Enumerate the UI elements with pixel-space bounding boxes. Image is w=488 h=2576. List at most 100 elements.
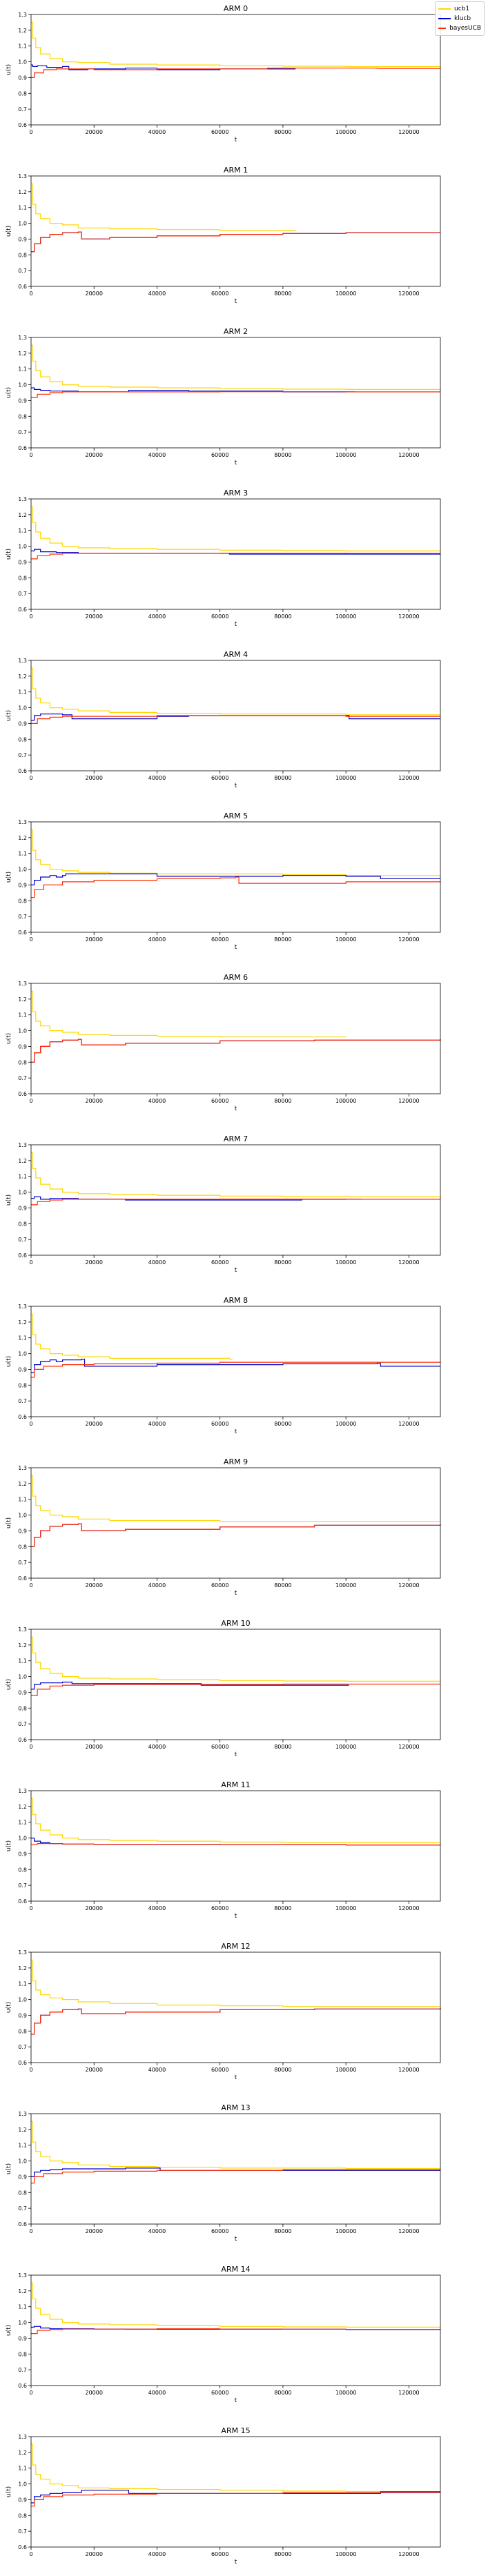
arm6-plot-frame (30, 983, 441, 1094)
arm15-ytick-label: 0.8 (18, 2513, 27, 2519)
arm12-plot-frame (30, 1951, 441, 2063)
arm5-series-ucb1 (31, 829, 440, 876)
arm14-xtick-label: 40000 (148, 2390, 166, 2396)
arm0-ytick-label: 0.6 (18, 122, 27, 128)
arm10-xtick-label: 40000 (148, 1744, 166, 1750)
arm0-xtick-label: 20000 (86, 129, 103, 135)
arm7-xtick-label: 40000 (148, 1259, 166, 1266)
arm11-title: ARM 11 (221, 1780, 250, 1789)
arm9-xtick-label: 0 (29, 1582, 32, 1589)
arm15-ylabel: u(t) (6, 2486, 12, 2497)
arm11-ytick-label: 1.0 (18, 1836, 27, 1842)
arm7-xtick-label: 120000 (398, 1259, 420, 1266)
arm1-plot-frame (30, 175, 441, 287)
arm12-xtick-label: 60000 (211, 2067, 228, 2073)
arm2-ytick-label: 0.6 (18, 445, 27, 451)
arm9-ytick-label: 0.8 (18, 1544, 27, 1550)
arm15-xtick-label: 40000 (148, 2551, 166, 2557)
arm8-plot-frame (30, 1306, 441, 1417)
arm4-xtick-label: 80000 (274, 775, 291, 781)
arm6-xtick-label: 80000 (274, 1098, 291, 1104)
arm11-xtick-label: 60000 (211, 1905, 228, 1911)
arm14-xtick-label: 100000 (335, 2390, 357, 2396)
arm2-xtick-label: 20000 (86, 452, 103, 458)
arm4-series-ucb1 (31, 667, 440, 716)
arm15-plot-frame (30, 2436, 441, 2548)
arm8-ytick-label: 1.3 (18, 1304, 27, 1310)
arm3-xtick-label: 120000 (398, 613, 420, 620)
arm7-ytick-label: 0.7 (18, 1237, 27, 1243)
arm0-ytick-label: 0.7 (18, 106, 27, 112)
arm4-xlabel: t (235, 783, 237, 789)
arm12-series-klucb (31, 2008, 441, 2035)
arm14-xlabel: t (235, 2397, 237, 2404)
arm3-xtick-label: 0 (29, 613, 32, 620)
arm0-ytick-label: 1.0 (18, 59, 27, 66)
arm0-ytick-label: 1.1 (18, 43, 27, 50)
arm3-series-klucb (31, 549, 440, 555)
arm2-xtick-label: 40000 (148, 452, 166, 458)
arm3-ytick-label: 1.0 (18, 544, 27, 550)
arm4-ytick-label: 0.7 (18, 752, 27, 758)
arm13-ytick-label: 0.7 (18, 2205, 27, 2212)
arm7-ytick-label: 0.6 (18, 1252, 27, 1259)
arm4-ytick-label: 0.8 (18, 736, 27, 743)
arm6-xtick-label: 100000 (335, 1098, 357, 1104)
arm13-ytick-label: 1.2 (18, 2127, 27, 2133)
arm14-ytick-label: 1.2 (18, 2288, 27, 2294)
arm11-ytick-label: 0.9 (18, 1851, 27, 1857)
arm13-xtick-label: 60000 (211, 2228, 228, 2234)
arm14-ylabel: u(t) (6, 2325, 12, 2336)
arm8-title: ARM 8 (224, 1296, 248, 1305)
arm14-series-ucb1 (31, 2282, 441, 2328)
arm9-xtick-label: 60000 (211, 1582, 228, 1589)
arm0-ytick-label: 1.2 (18, 28, 27, 34)
arm8-ytick-label: 1.2 (18, 1319, 27, 1326)
arm13-series-bayesucb (31, 2169, 440, 2184)
arm12-ytick-label: 0.6 (18, 2060, 27, 2066)
arm8-ytick-label: 0.8 (18, 1382, 27, 1388)
arm12-xtick-label: 0 (29, 2067, 32, 2073)
arm9-ytick-label: 0.7 (18, 1560, 27, 1566)
arm4-xtick-label: 120000 (398, 775, 420, 781)
arm15-xtick-label: 80000 (274, 2551, 291, 2557)
arm2-ytick-label: 1.3 (18, 335, 27, 341)
arm14-ytick-label: 0.6 (18, 2383, 27, 2389)
arm1-xtick-label: 120000 (398, 291, 420, 297)
arm14-ytick-label: 1.0 (18, 2320, 27, 2326)
arm14-title: ARM 14 (221, 2265, 250, 2274)
arm15-ytick-label: 1.2 (18, 2450, 27, 2456)
arm9-ylabel: u(t) (6, 1517, 12, 1528)
arm5-xlabel: t (235, 944, 237, 951)
arm4-ytick-label: 0.6 (18, 768, 27, 774)
arm7-xtick-label: 0 (29, 1259, 32, 1266)
arm11-ytick-label: 1.2 (18, 1804, 27, 1810)
arm12-series-bayesucb (31, 2008, 441, 2035)
arm15-xtick-label: 120000 (398, 2551, 420, 2557)
arm11-xtick-label: 40000 (148, 1905, 166, 1911)
arm0-plot-frame (30, 14, 441, 126)
arm10-ylabel: u(t) (6, 1679, 12, 1690)
arm10-ytick-label: 1.3 (18, 1626, 27, 1633)
arm8-ytick-label: 1.1 (18, 1335, 27, 1341)
arm13-xlabel: t (235, 2236, 237, 2243)
arm0-ytick-label: 0.9 (18, 75, 27, 81)
arm6-series-ucb1 (31, 990, 347, 1038)
arm6-ytick-label: 1.1 (18, 1012, 27, 1019)
arm2-xtick-label: 100000 (335, 452, 357, 458)
arm11-ylabel: u(t) (6, 1840, 12, 1851)
arm1-ytick-label: 0.7 (18, 268, 27, 274)
arm7-plot-frame (30, 1144, 441, 1256)
arm8-ylabel: u(t) (6, 1356, 12, 1367)
arm12-xtick-label: 40000 (148, 2067, 166, 2073)
arm9-ytick-label: 1.0 (18, 1513, 27, 1519)
arm12-ytick-label: 1.3 (18, 1949, 27, 1956)
arm1-xtick-label: 80000 (274, 291, 291, 297)
arm15-ytick-label: 1.1 (18, 2466, 27, 2472)
arm3-series-bayesucb (31, 553, 440, 560)
arm3-xtick-label: 40000 (148, 613, 166, 620)
arm12-xlabel: t (235, 2074, 237, 2081)
arm7-xtick-label: 100000 (335, 1259, 357, 1266)
arm15-xlabel: t (235, 2559, 237, 2566)
